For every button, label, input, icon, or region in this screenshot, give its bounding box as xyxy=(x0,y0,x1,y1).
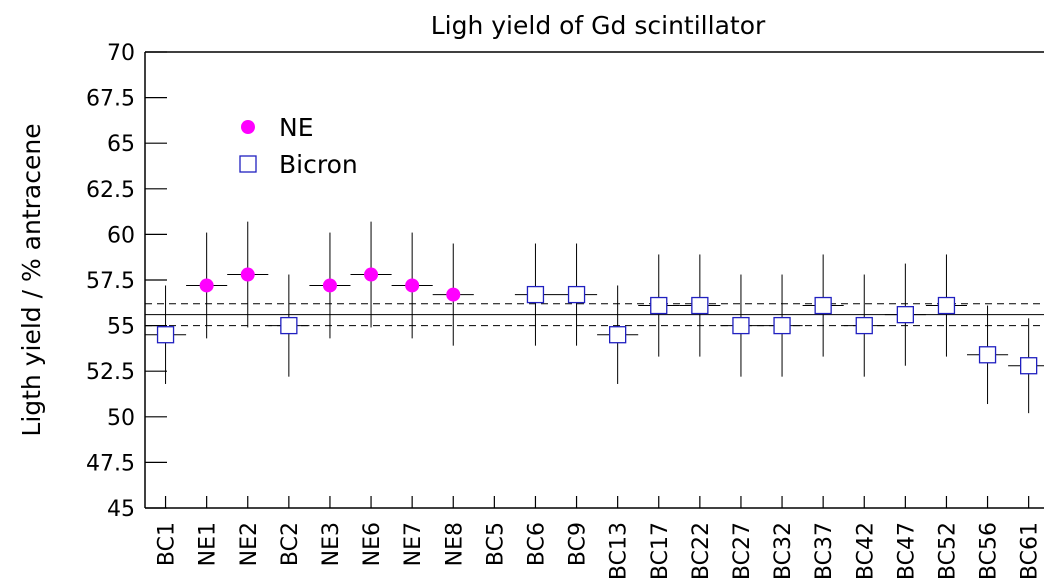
x-tick-label: BC47 xyxy=(894,522,919,580)
data-point xyxy=(650,296,668,315)
data-point xyxy=(896,306,914,324)
x-tick-label: BC2 xyxy=(278,522,303,566)
data-point xyxy=(1020,357,1038,375)
data-point xyxy=(322,278,337,293)
y-tick-label: 70 xyxy=(107,41,135,66)
y-tick-label: 65 xyxy=(107,132,135,157)
x-tick-label: NE8 xyxy=(442,522,467,566)
data-point xyxy=(691,296,709,315)
x-tick-label: BC6 xyxy=(524,522,549,566)
x-tick-label: BC56 xyxy=(977,522,1002,580)
data-point xyxy=(364,267,379,282)
x-tick-label: BC9 xyxy=(566,522,591,566)
x-tick-label: BC32 xyxy=(771,522,796,580)
y-tick-label: 67.5 xyxy=(86,87,135,112)
legend-label: Bicron xyxy=(279,150,358,179)
data-point xyxy=(199,278,214,293)
data-point xyxy=(937,296,956,315)
data-point xyxy=(526,285,545,304)
data-point xyxy=(567,285,586,304)
x-tick-label: NE3 xyxy=(319,522,344,566)
legend-marker xyxy=(241,120,255,134)
data-point xyxy=(609,326,627,344)
chart-title: Ligh yield of Gd scintillator xyxy=(431,11,766,40)
legend-marker xyxy=(239,155,257,173)
y-tick-label: 62.5 xyxy=(86,178,135,203)
data-point xyxy=(280,316,298,335)
y-tick-label: 52.5 xyxy=(86,360,135,385)
x-tick-label: BC52 xyxy=(935,522,960,580)
x-tick-label: NE6 xyxy=(360,522,385,566)
data-point xyxy=(405,278,420,293)
x-tick-label: BC1 xyxy=(155,522,180,566)
x-tick-label: BC22 xyxy=(689,522,714,580)
data-point xyxy=(855,316,873,335)
x-tick-label: BC13 xyxy=(607,522,632,580)
x-tick-label: BC42 xyxy=(853,522,878,580)
x-tick-label: BC5 xyxy=(483,522,508,566)
y-axis-label: Ligth yield / % antracene xyxy=(17,123,46,436)
y-tick-label: 50 xyxy=(107,406,135,431)
data-point xyxy=(446,287,461,302)
x-tick-label: BC37 xyxy=(812,522,837,580)
legend-label: NE xyxy=(279,113,314,142)
x-tick-label: NE7 xyxy=(401,522,426,566)
x-tick-label: BC27 xyxy=(730,522,755,580)
x-tick-label: BC61 xyxy=(1018,522,1043,580)
data-point xyxy=(732,316,750,335)
data-point xyxy=(978,346,997,364)
data-point xyxy=(773,316,791,335)
y-tick-label: 60 xyxy=(107,223,135,248)
data-point xyxy=(814,296,832,315)
x-tick-label: NE2 xyxy=(237,522,262,566)
y-tick-label: 55 xyxy=(107,315,135,340)
data-point xyxy=(156,326,175,344)
y-tick-label: 57.5 xyxy=(86,269,135,294)
x-tick-label: NE1 xyxy=(196,522,221,566)
y-tick-label: 47.5 xyxy=(86,451,135,476)
x-tick-label: BC17 xyxy=(648,522,673,580)
data-point xyxy=(240,267,255,282)
y-tick-label: 45 xyxy=(107,497,135,522)
